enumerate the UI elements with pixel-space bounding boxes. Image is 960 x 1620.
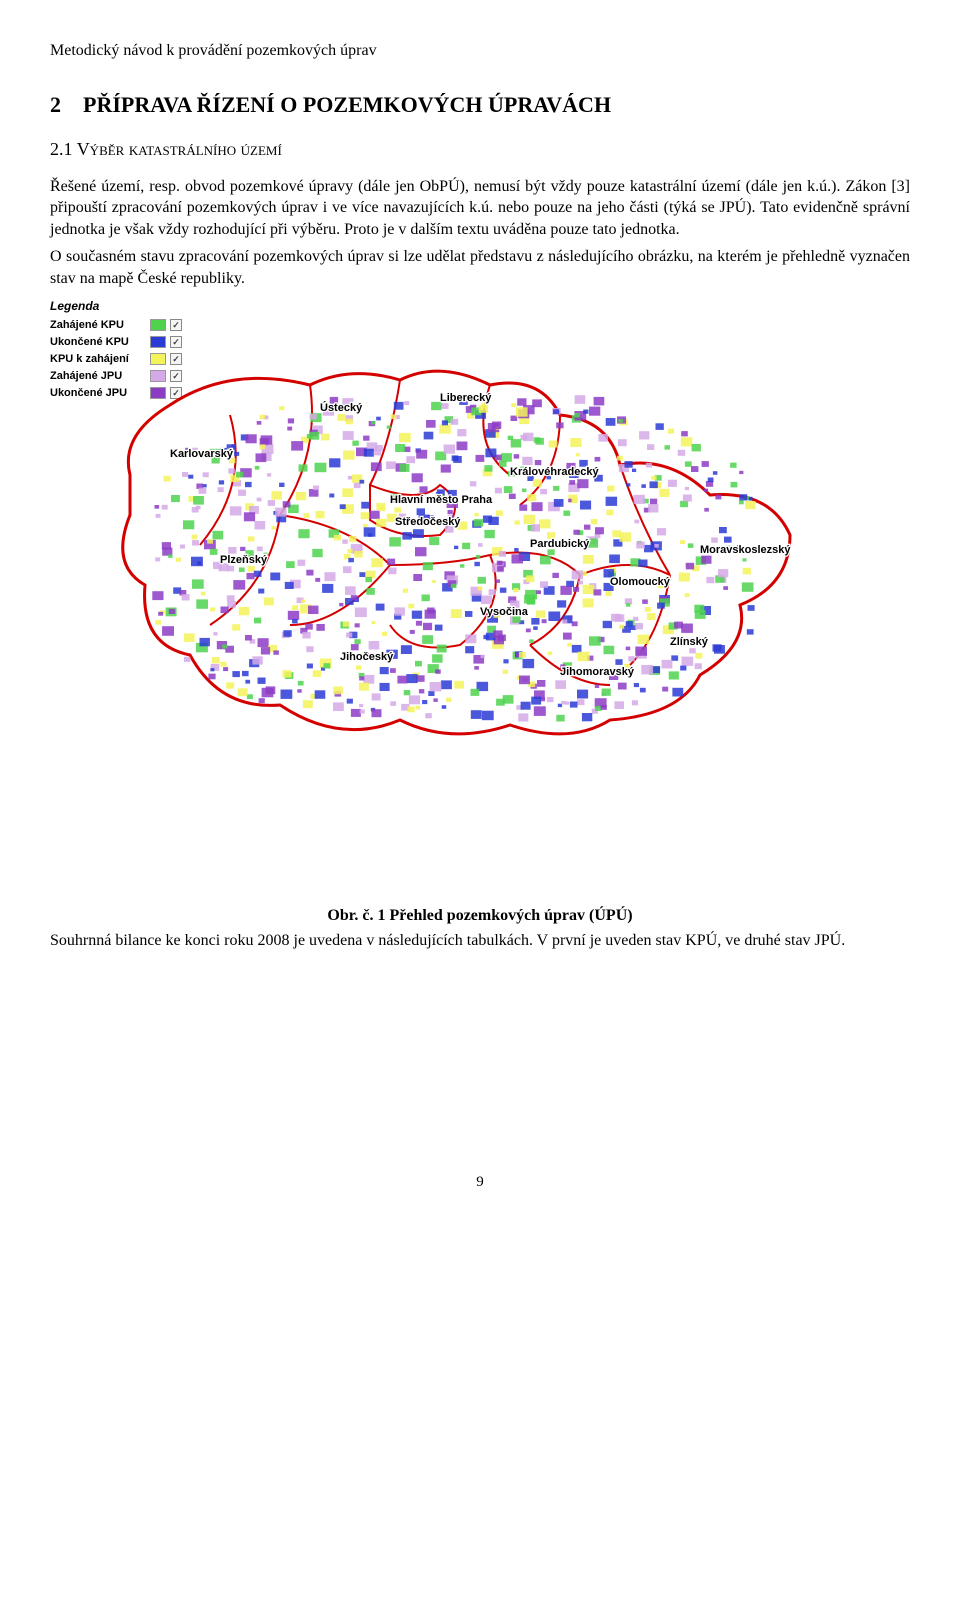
figure-caption: Obr. č. 1 Přehled pozemkových úprav (ÚPÚ… [50,905,910,952]
page-number: 9 [50,1172,910,1192]
running-header: Metodický návod k provádění pozemkových … [50,40,910,62]
subsection-heading: 2.1 Výběr katastrálního území [50,137,910,161]
czech-republic-map: Karlovarský Ústecký Liberecký Královéhradec… [90,325,810,785]
region-label: Ústecký [320,401,363,414]
region-label: Jihočeský [340,651,394,663]
region-label: Olomoucký [610,576,671,588]
figure-area: Legenda Zahájené KPU✓Ukončené KPU✓KPU k … [50,298,910,785]
region-label: Liberecký [440,392,492,404]
country-outline [123,371,790,734]
paragraph-1: Řešené území, resp. obvod pozemkové úpra… [50,176,910,241]
region-label: Královéhradecký [510,466,600,478]
region-label: Hlavní město Praha [390,494,493,506]
caption-text: Souhrnná bilance ke konci roku 2008 je u… [50,930,910,952]
region-label: Vysočina [480,606,529,618]
caption-title: Obr. č. 1 Přehled pozemkových úprav (ÚPÚ… [50,905,910,927]
region-label: Pardubický [530,538,590,550]
paragraph-2: O současném stavu zpracování pozemkových… [50,246,910,289]
map-container: Karlovarský Ústecký Liberecký Královéhradec… [90,325,810,785]
region-label: Jihomoravský [560,666,635,678]
section-title: PŘÍPRAVA ŘÍZENÍ O POZEMKOVÝCH ÚPRAVÁCH [83,92,611,117]
region-label: Středočeský [395,516,461,528]
region-label: Moravskoslezský [700,544,791,556]
subsection-title: Výběr katastrálního území [77,139,282,159]
region-label: Plzeňský [220,554,268,566]
section-number: 2 [50,92,61,117]
region-label: Zlínský [670,636,709,648]
subsection-number: 2.1 [50,139,73,159]
section-heading: 2 PŘÍPRAVA ŘÍZENÍ O POZEMKOVÝCH ÚPRAVÁCH [50,90,910,120]
region-label: Karlovarský [170,448,234,460]
legend-title: Legenda [50,298,910,314]
